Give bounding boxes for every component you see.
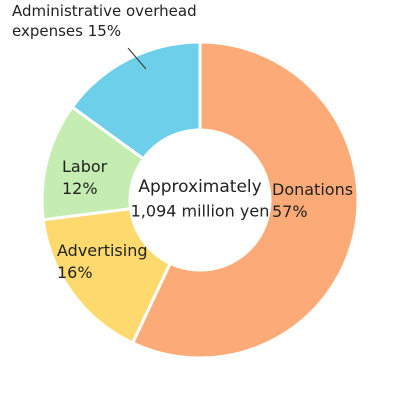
center-text: Approximately [138, 177, 261, 197]
slice-label: Labor 12% [62, 156, 122, 200]
slice [40, 105, 146, 222]
value-label: 12% [62, 179, 98, 198]
slice [41, 207, 173, 345]
category-label: Advertising [57, 241, 148, 260]
slice-label: Advertising 16% [57, 240, 157, 284]
slice [130, 40, 360, 360]
slice-label: Donations 57% [272, 179, 362, 223]
value-label: 57% [272, 202, 308, 221]
value-label: 16% [57, 263, 93, 282]
center-text: 1,094 million yen [131, 202, 270, 221]
category-label: Labor [62, 157, 108, 176]
leader-line [127, 47, 147, 70]
value-label: 15% [87, 22, 122, 40]
slice-label: Administrative overhead expenses 15% [12, 1, 212, 41]
category-label: Administrative overhead expenses [12, 2, 197, 40]
category-label: Donations [272, 180, 354, 199]
